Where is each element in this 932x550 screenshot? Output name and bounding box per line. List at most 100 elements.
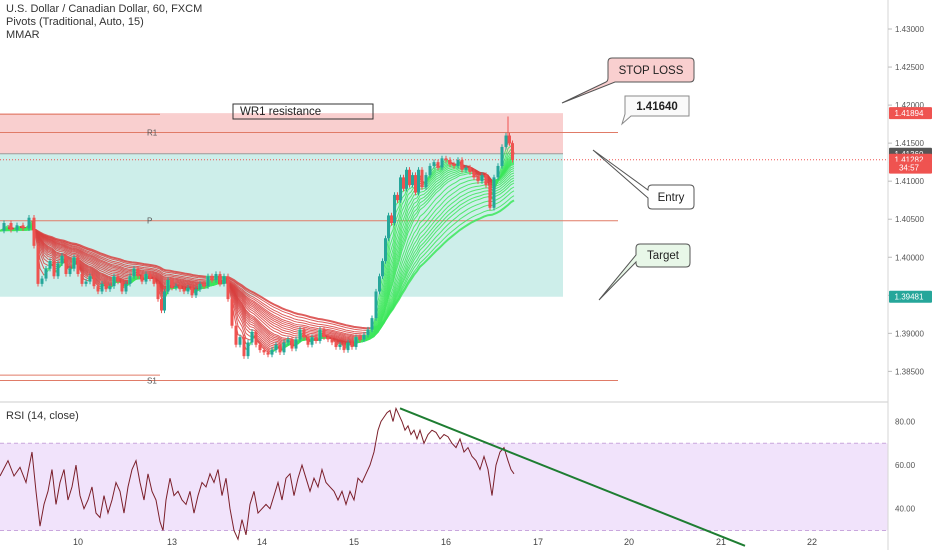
candle-bull: [310, 337, 314, 345]
candle-bear: [358, 337, 362, 340]
candle-bear: [342, 344, 346, 351]
candle-bull: [294, 339, 298, 349]
mma-ribbon-line: [31, 227, 129, 280]
mma-ribbon-line: [491, 174, 515, 190]
entry-value-callout: [621, 95, 690, 126]
candle-bear: [414, 175, 417, 193]
mma-ribbon-line: [225, 276, 371, 330]
candle-bull: [186, 287, 190, 292]
candle-bull: [456, 159, 460, 166]
candle-bull: [346, 342, 350, 351]
mma-ribbon-line: [75, 257, 113, 278]
candle-bull: [378, 276, 381, 292]
candle-bear: [116, 276, 120, 282]
candle-bear: [448, 159, 452, 165]
time-tick-label: 14: [257, 537, 267, 547]
candle-bear: [80, 273, 84, 284]
candle-bull: [405, 169, 408, 189]
candle-bull: [318, 329, 322, 341]
mma-ribbon-line: [225, 279, 367, 333]
mma-ribbon-line: [135, 268, 207, 283]
price-tick-label: 1.42500: [895, 63, 924, 72]
candle-bull: [163, 291, 166, 311]
mma-ribbon-line: [423, 163, 449, 184]
stop-loss-label: STOP LOSS: [619, 65, 684, 77]
candle-bear: [148, 273, 152, 279]
entry-callout: [592, 149, 695, 210]
candle-bull: [492, 177, 496, 208]
mma-ribbon-line: [491, 177, 515, 193]
mma-ribbon-line: [169, 283, 199, 289]
candle-bull: [15, 225, 19, 230]
mma-ribbon-line: [75, 258, 113, 279]
time-tick-label: 21: [716, 537, 726, 547]
candle-bear: [396, 194, 399, 201]
candle-bear: [178, 286, 182, 290]
time-tick-label: 10: [73, 537, 83, 547]
mma-ribbon-line: [225, 280, 363, 336]
candle-bear: [152, 278, 156, 284]
candle-bull: [286, 339, 290, 343]
candle-bear: [306, 337, 310, 345]
candle-bull: [274, 344, 278, 351]
symbol-title: U.S. Dollar / Canadian Dollar, 60, FXCM: [6, 3, 203, 15]
mma-ribbon-line: [225, 279, 367, 335]
candle-bull: [362, 334, 366, 340]
candle-bear: [350, 342, 354, 348]
rsi-tick-label: 40.00: [895, 505, 916, 514]
candle-bull: [88, 276, 92, 282]
candle-bull: [194, 289, 198, 296]
target-callout: [598, 243, 691, 301]
time-tick-label: 13: [167, 537, 177, 547]
candle-bull: [198, 283, 202, 290]
pivots-indicator-label: Pivots (Traditional, Auto, 15): [6, 16, 144, 28]
mma-ribbon-line: [75, 260, 113, 282]
candle-bear: [190, 287, 194, 296]
mma-ribbon-line: [75, 259, 113, 281]
candle-bull: [206, 276, 210, 287]
mma-ribbon-line: [321, 335, 355, 342]
stop-loss-callout: [561, 57, 695, 104]
candle-bear: [210, 276, 214, 281]
candle-bull: [238, 337, 242, 345]
mma-ribbon-line: [75, 259, 113, 280]
mma-ribbon-line: [491, 170, 515, 186]
candle-bear: [262, 350, 266, 353]
candle-bear: [140, 276, 144, 282]
candle-bear: [468, 167, 472, 173]
candle-bull: [428, 165, 432, 176]
rsi-line: [0, 406, 515, 541]
candle-bull: [44, 268, 48, 279]
candle-bear: [254, 331, 258, 345]
mma-ribbon-line: [169, 283, 199, 288]
candle-bull: [387, 215, 390, 239]
mma-ribbon-line: [135, 272, 167, 281]
candle-bear: [402, 177, 405, 189]
wr1-box: [232, 103, 374, 120]
price-tick-label: 1.41000: [895, 177, 924, 186]
candle-bull: [354, 337, 358, 348]
price-tick-label: 1.41500: [895, 139, 924, 148]
candle-bear: [218, 273, 222, 284]
mma-ribbon-line: [135, 270, 207, 284]
mma-ribbon-line: [423, 164, 453, 185]
candle-bull: [417, 169, 420, 193]
mma-ribbon-line: [225, 277, 367, 331]
mma-ribbon-line: [321, 332, 355, 339]
candle-bear: [326, 337, 330, 340]
candle-bear: [21, 225, 25, 229]
mma-ribbon-line: [491, 190, 515, 206]
candle-bear: [258, 344, 262, 351]
candle-bull: [374, 291, 378, 319]
mma-ribbon-line: [31, 228, 207, 282]
candle-bull: [298, 329, 302, 340]
candle-bull: [100, 283, 104, 292]
time-tick-label: 22: [807, 537, 817, 547]
mma-ribbon-line: [169, 282, 199, 287]
price-tick-label: 1.42000: [895, 101, 924, 110]
candle-bull: [222, 276, 226, 284]
candle-bull: [399, 177, 402, 201]
price-badge-label: 34:57: [899, 164, 920, 173]
mma-ribbon-line: [135, 271, 207, 285]
candle-bear: [64, 255, 68, 274]
